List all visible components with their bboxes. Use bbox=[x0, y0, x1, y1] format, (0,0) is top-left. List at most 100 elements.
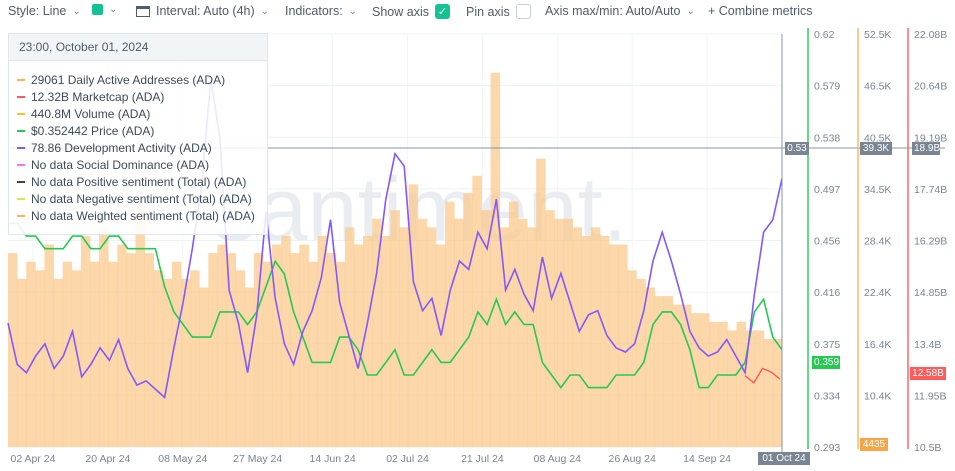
y-tick-label: 0.579 bbox=[814, 81, 840, 93]
legend-item[interactable]: 78.86 Development Activity (ADA) bbox=[17, 141, 212, 155]
style-dropdown[interactable]: Style: Line ⌄ bbox=[8, 4, 81, 18]
style-label: Style: Line bbox=[8, 4, 67, 18]
y-tick-label: 46.5K bbox=[864, 81, 891, 93]
daa-bar bbox=[162, 278, 173, 447]
daa-bar bbox=[718, 321, 728, 447]
crosshair-marketcap-tag: 18.9B bbox=[912, 142, 941, 155]
daa-bar bbox=[144, 253, 155, 447]
chevron-down-icon: ⌄ bbox=[260, 5, 270, 17]
crosshair-date-tag: 01 Oct 24 bbox=[758, 452, 810, 465]
y-tick-label: 22.08B bbox=[914, 29, 947, 41]
y-tick-label: 20.64B bbox=[914, 81, 947, 93]
pin-axis-toggle[interactable]: Pin axis bbox=[466, 4, 531, 19]
legend-item[interactable]: No data Social Dominance (ADA) bbox=[17, 158, 209, 172]
daa-bar bbox=[199, 287, 209, 447]
legend-color-mark bbox=[17, 164, 25, 166]
legend-label: No data Positive sentiment (Total) (ADA) bbox=[31, 175, 247, 189]
daa-bar bbox=[517, 218, 528, 447]
checkbox-empty-icon[interactable] bbox=[515, 4, 531, 19]
x-tick-label: 26 Aug 24 bbox=[609, 453, 656, 465]
y-tick-label: 52.5K bbox=[864, 29, 891, 41]
chevron-down-icon: ⌄ bbox=[109, 4, 118, 15]
legend-label: 12.32B Marketcap (ADA) bbox=[31, 90, 165, 104]
legend-item[interactable]: No data Positive sentiment (Total) (ADA) bbox=[17, 175, 246, 189]
daa-bar bbox=[363, 235, 373, 447]
daa-bar bbox=[253, 253, 264, 447]
marketcap-line bbox=[744, 367, 781, 384]
y-tick-label: 0.334 bbox=[814, 390, 840, 402]
calendar-icon bbox=[136, 5, 150, 17]
y-tick-label: 16.29B bbox=[914, 236, 947, 248]
daa-bar bbox=[35, 270, 45, 447]
show-axis-toggle[interactable]: Show axis ✓ bbox=[372, 4, 450, 19]
axis-minmax-label: Axis max/min: Auto/Auto bbox=[545, 4, 681, 18]
y-tick-label: 17.74B bbox=[914, 184, 947, 196]
daa-bar bbox=[654, 296, 665, 447]
interval-dropdown[interactable]: Interval: Auto (4h) ⌄ bbox=[136, 4, 269, 18]
series-lines bbox=[7, 79, 783, 399]
legend-color-mark bbox=[17, 215, 25, 217]
daa-bar bbox=[26, 261, 36, 447]
legend-item[interactable]: No data Negative sentiment (Total) (ADA) bbox=[17, 192, 252, 206]
daa-bar bbox=[308, 261, 318, 447]
legend-color-mark bbox=[17, 113, 25, 115]
daa-bar bbox=[763, 339, 774, 447]
y-tick-label: 0.538 bbox=[814, 132, 840, 144]
daa-bar bbox=[709, 321, 719, 447]
daa-bar bbox=[700, 313, 710, 447]
daa-min-tag: 4435 bbox=[860, 438, 888, 451]
daa-bar bbox=[545, 210, 555, 447]
daa-bar bbox=[408, 184, 419, 447]
daa-bar bbox=[508, 201, 519, 447]
combine-metrics-button[interactable]: + Combine metrics bbox=[708, 4, 813, 18]
legend-color-mark bbox=[17, 181, 25, 183]
daa-bar bbox=[71, 270, 82, 447]
x-tick-label: 02 Jul 24 bbox=[386, 453, 429, 465]
legend-label: No data Negative sentiment (Total) (ADA) bbox=[31, 192, 252, 206]
interval-label: Interval: Auto (4h) bbox=[156, 4, 255, 18]
legend-date: 23:00, October 01, 2024 bbox=[9, 34, 267, 61]
daa-bar bbox=[117, 244, 127, 447]
y-tick-label: 22.4K bbox=[864, 287, 891, 299]
daa-bar bbox=[153, 270, 164, 447]
legend-label: 78.86 Development Activity (ADA) bbox=[31, 141, 212, 155]
legend-item[interactable]: $0.352442 Price (ADA) bbox=[17, 124, 154, 138]
daa-bar bbox=[627, 270, 637, 447]
legend-color-mark bbox=[17, 147, 25, 149]
y-tick-label: 11.95B bbox=[914, 390, 947, 402]
daa-bar bbox=[281, 235, 291, 447]
legend-item[interactable]: No data Weighted sentiment (Total) (ADA) bbox=[17, 209, 255, 223]
x-tick-label: 21 Jul 24 bbox=[461, 453, 504, 465]
legend-item[interactable]: 12.32B Marketcap (ADA) bbox=[17, 90, 164, 104]
axis-minmax-dropdown[interactable]: Axis max/min: Auto/Auto ⌄ bbox=[545, 4, 695, 18]
legend-item[interactable]: 440.8M Volume (ADA) bbox=[17, 107, 150, 121]
y-tick-label: 16.4K bbox=[864, 339, 891, 351]
dev-activity-line bbox=[7, 79, 783, 399]
daa-bar bbox=[754, 330, 765, 447]
price-line bbox=[8, 222, 783, 389]
daa-bar bbox=[208, 253, 218, 447]
legend-item[interactable]: 29061 Daily Active Addresses (ADA) bbox=[17, 73, 225, 87]
daa-bar bbox=[317, 235, 328, 447]
daa-bar bbox=[672, 304, 683, 447]
y-tick-label: 28.4K bbox=[864, 236, 891, 248]
legend-color-mark bbox=[17, 96, 25, 98]
legend-color-mark bbox=[17, 79, 25, 81]
daa-bar bbox=[299, 244, 309, 447]
color-picker[interactable]: ⌄ bbox=[92, 4, 117, 15]
x-tick-label: 02 Apr 24 bbox=[11, 453, 56, 465]
daa-bar bbox=[772, 339, 783, 447]
daa-bar bbox=[681, 304, 692, 447]
daa-bar bbox=[490, 72, 501, 448]
daa-bar bbox=[445, 201, 455, 447]
indicators-dropdown[interactable]: Indicators: ⌄ bbox=[285, 4, 357, 18]
x-tick-label: 27 May 24 bbox=[233, 453, 282, 465]
daa-bar bbox=[372, 218, 382, 447]
crosshair-price-tag: 0.53 bbox=[785, 142, 809, 155]
legend-label: 29061 Daily Active Addresses (ADA) bbox=[31, 73, 226, 87]
daa-bar bbox=[135, 201, 145, 447]
legend-label: 440.8M Volume (ADA) bbox=[31, 107, 151, 121]
check-icon[interactable]: ✓ bbox=[434, 4, 450, 19]
y-tick-label: 40.5K bbox=[864, 132, 891, 144]
daa-bar bbox=[399, 227, 410, 447]
